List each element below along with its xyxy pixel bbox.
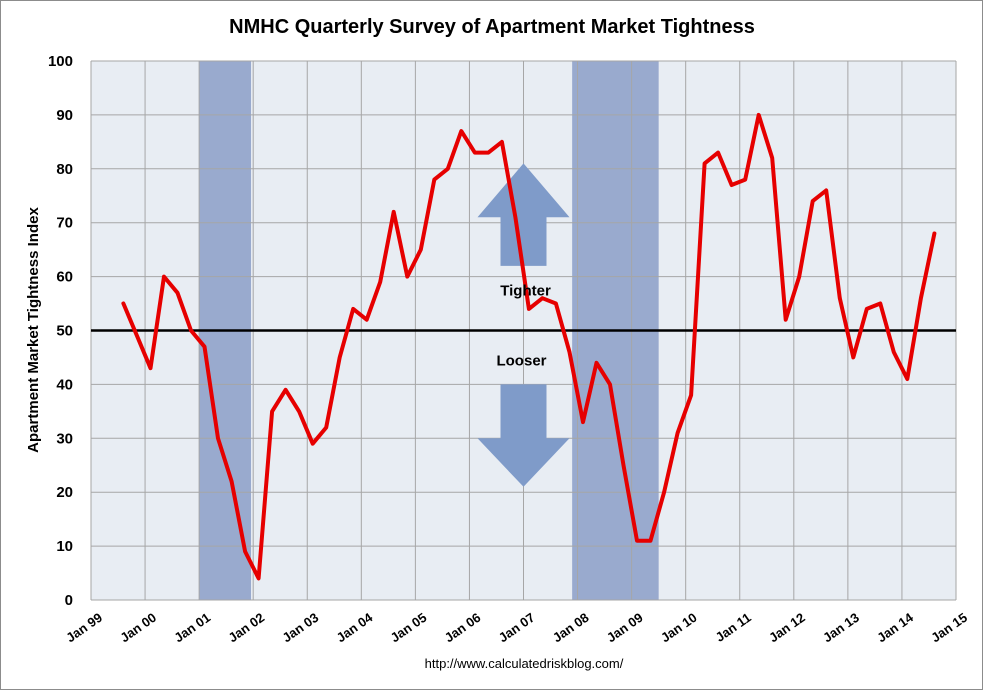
y-tick-label-30: 30 (56, 430, 73, 447)
y-tick-label-80: 80 (56, 161, 73, 178)
x-tick-label-2008: Jan 08 (550, 610, 592, 646)
x-tick-label-2012: Jan 12 (766, 610, 808, 646)
x-tick-label-2011: Jan 11 (713, 610, 754, 645)
x-tick-label-2005: Jan 05 (388, 610, 430, 646)
x-tick-label-2009: Jan 09 (604, 610, 646, 646)
x-tick-label-2014: Jan 14 (874, 609, 916, 645)
x-tick-label-2010: Jan 10 (658, 610, 700, 646)
x-tick-label-1999: Jan 99 (63, 610, 105, 646)
y-tick-label-40: 40 (56, 376, 73, 393)
y-tick-label-50: 50 (56, 323, 73, 340)
y-tick-label-100: 100 (48, 53, 73, 70)
y-axis-label: Apartment Market Tightness Index (25, 207, 42, 453)
x-tick-label-2000: Jan 00 (117, 610, 159, 646)
y-tick-label-60: 60 (56, 269, 73, 286)
x-tick-label-2003: Jan 03 (279, 610, 321, 646)
x-axis-ticks: Jan 99 Jan 00 Jan 01 Jan 02 Jan 03 Jan 04 Jan … (63, 609, 970, 645)
y-tick-label-70: 70 (56, 215, 73, 232)
x-tick-label-2007: Jan 07 (496, 610, 538, 646)
chart-title: NMHC Quarterly Survey of Apartment Marke… (229, 16, 755, 38)
source-url: http://www.calculatedriskblog.com/ (425, 656, 624, 671)
x-tick-label-2006: Jan 06 (442, 610, 484, 646)
x-tick-label-2002: Jan 02 (225, 610, 267, 646)
y-tick-label-0: 0 (65, 592, 73, 609)
y-tick-label-10: 10 (56, 538, 73, 555)
annotation-tighter: Tighter (500, 282, 551, 299)
x-tick-label-2004: Jan 04 (334, 609, 376, 645)
y-axis-ticks: 0 10 20 30 40 50 60 70 80 90 100 (48, 53, 73, 609)
y-tick-label-90: 90 (56, 107, 73, 124)
x-tick-label-2001: Jan 01 (171, 610, 213, 646)
x-tick-label-2015: Jan 15 (928, 610, 970, 646)
y-tick-label-20: 20 (56, 484, 73, 501)
annotation-looser: Looser (496, 353, 546, 370)
x-tick-label-2013: Jan 13 (820, 610, 862, 646)
